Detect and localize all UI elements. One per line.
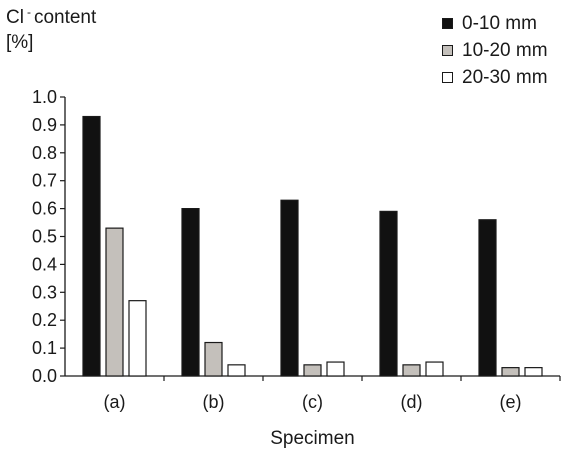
bar-20-30-2 [326, 361, 345, 377]
legend-label-10-20: 10-20 mm [462, 39, 548, 61]
y-tick-label: 0.4 [32, 254, 57, 274]
y-axis-label: Cl - content [%] [6, 5, 97, 55]
legend-swatch-20-30 [442, 72, 453, 83]
bar-10-20-0 [105, 227, 124, 377]
x-tick-label: (d) [401, 392, 423, 412]
x-tick-label: (e) [500, 392, 522, 412]
legend-label-20-30: 20-30 mm [462, 66, 548, 88]
bar-20-30-3 [425, 361, 444, 377]
bar-10-20-2 [303, 364, 322, 377]
y-axis-label-superscript: - [26, 5, 31, 19]
legend: 0-10 mm 10-20 mm 20-30 mm [442, 10, 548, 91]
bar-0-10-3 [379, 210, 398, 377]
bar-20-30-0 [128, 300, 147, 377]
legend-item-0-10: 0-10 mm [442, 10, 548, 37]
bar-20-30-4 [524, 367, 543, 377]
y-tick-label: 0.5 [32, 227, 57, 247]
legend-swatch-0-10 [442, 18, 453, 29]
y-axis-label-main: Cl [6, 7, 24, 28]
x-tick-label: (c) [302, 392, 323, 412]
y-tick-label: 0.7 [32, 171, 57, 191]
legend-item-20-30: 20-30 mm [442, 64, 548, 91]
bar-10-20-4 [501, 367, 520, 377]
y-tick-label: 0.3 [32, 282, 57, 302]
y-tick-label: 0.9 [32, 115, 57, 135]
bar-0-10-4 [478, 219, 497, 377]
y-axis-unit: [%] [6, 32, 34, 53]
x-axis-label: Specimen [270, 428, 355, 449]
legend-label-0-10: 0-10 mm [462, 12, 537, 34]
x-tick-label: (b) [203, 392, 225, 412]
legend-item-10-20: 10-20 mm [442, 37, 548, 64]
y-tick-label: 1.0 [32, 87, 57, 107]
bar-0-10-1 [181, 208, 200, 377]
legend-swatch-10-20 [442, 45, 453, 56]
bar-10-20-3 [402, 364, 421, 377]
bar-20-30-1 [227, 364, 246, 377]
y-axis-label-rest: content [33, 7, 97, 28]
y-tick-label: 0.6 [32, 199, 57, 219]
y-tick-label: 0.0 [32, 366, 57, 386]
bar-0-10-2 [280, 199, 299, 377]
bar-10-20-1 [204, 341, 223, 377]
x-tick-label: (a) [104, 392, 126, 412]
y-tick-label: 0.1 [32, 338, 57, 358]
y-tick-label: 0.2 [32, 310, 57, 330]
bar-0-10-0 [82, 115, 101, 377]
y-tick-label: 0.8 [32, 143, 57, 163]
